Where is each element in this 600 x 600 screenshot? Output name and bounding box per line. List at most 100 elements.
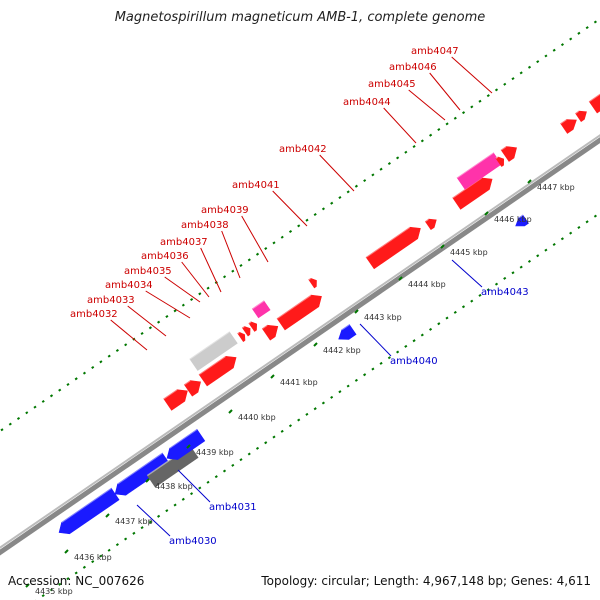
genome-backbone-highlight bbox=[0, 134, 600, 549]
gene-glyph-highlight bbox=[424, 218, 429, 223]
minor-tick bbox=[288, 229, 293, 234]
minor-tick bbox=[321, 401, 325, 405]
minor-tick bbox=[437, 128, 441, 132]
minor-tick bbox=[437, 322, 441, 326]
forward-gene-glyph bbox=[241, 326, 251, 337]
minor-tick bbox=[132, 531, 136, 535]
minor-tick bbox=[354, 184, 358, 188]
gene-label-amb4035[interactable]: amb4035 bbox=[124, 266, 172, 277]
minor-tick bbox=[99, 360, 103, 364]
gene-label-amb4040[interactable]: amb4040 bbox=[390, 356, 438, 367]
minor-tick bbox=[346, 190, 350, 194]
forward-gene-glyph bbox=[560, 119, 577, 134]
minor-tick bbox=[297, 224, 301, 228]
scale-labels: 4435 kbp 4436 kbp 4437 kbp 4438 kbp 4439 kbp… bbox=[25, 179, 575, 596]
gene-glyph-highlight bbox=[500, 145, 507, 151]
gene-glyph-highlight bbox=[189, 331, 230, 360]
reverse-gene-glyph bbox=[166, 428, 206, 460]
major-tick bbox=[25, 583, 30, 588]
gene-label-amb4043[interactable]: amb4043 bbox=[481, 287, 529, 298]
minor-tick bbox=[313, 407, 317, 411]
minor-tick bbox=[404, 344, 408, 348]
minor-tick bbox=[462, 111, 466, 115]
gene-label-amb4047[interactable]: amb4047 bbox=[411, 46, 459, 57]
gene-label-amb4034[interactable]: amb4034 bbox=[105, 280, 153, 291]
minor-tick bbox=[478, 293, 482, 297]
major-tick bbox=[270, 374, 275, 379]
minor-tick bbox=[486, 94, 490, 98]
minor-tick bbox=[569, 231, 573, 235]
gene-glyph-highlight bbox=[169, 428, 198, 449]
gene-glyph-highlight bbox=[560, 118, 567, 125]
major-tick bbox=[354, 309, 359, 314]
minor-tick bbox=[371, 367, 375, 371]
leader-line bbox=[429, 72, 461, 111]
gene-label-amb4032[interactable]: amb4032 bbox=[70, 309, 118, 320]
minor-tick bbox=[115, 543, 119, 547]
minor-tick bbox=[231, 463, 235, 467]
minor-tick bbox=[206, 480, 210, 484]
gene-glyph-highlight bbox=[575, 110, 580, 114]
minor-tick bbox=[486, 288, 490, 292]
scale-label: 4438 kbp bbox=[155, 482, 193, 491]
minor-tick bbox=[527, 65, 532, 69]
scale-label: 4441 kbp bbox=[280, 378, 318, 387]
forward-gene-glyph bbox=[276, 294, 322, 331]
map-title: Magnetospirillum magneticum AMB-1, compl… bbox=[114, 10, 486, 25]
minor-tick bbox=[165, 509, 169, 513]
minor-tick bbox=[544, 248, 548, 252]
gene-label-amb4031[interactable]: amb4031 bbox=[209, 502, 257, 513]
gene-label-amb4041[interactable]: amb4041 bbox=[232, 180, 280, 191]
minor-tick bbox=[181, 497, 185, 501]
minor-tick bbox=[0, 428, 4, 432]
gene-label-amb4036[interactable]: amb4036 bbox=[141, 251, 189, 262]
forward-gene-glyph bbox=[248, 321, 258, 332]
gene-label-amb4045[interactable]: amb4045 bbox=[368, 79, 416, 90]
minor-tick bbox=[511, 271, 515, 275]
minor-tick bbox=[255, 446, 260, 450]
minor-tick bbox=[247, 258, 251, 262]
minor-tick bbox=[264, 246, 268, 251]
genome-backbone bbox=[0, 137, 600, 556]
minor-tick bbox=[536, 254, 540, 258]
minor-tick bbox=[107, 354, 111, 358]
minor-tick bbox=[148, 326, 152, 330]
gene-label-amb4044[interactable]: amb4044 bbox=[343, 97, 391, 108]
gene-label-amb4042[interactable]: amb4042 bbox=[279, 144, 327, 155]
minor-tick bbox=[445, 316, 449, 320]
minor-tick bbox=[82, 565, 86, 569]
minor-tick bbox=[8, 422, 12, 426]
minor-tick bbox=[280, 429, 284, 433]
minor-tick bbox=[593, 214, 597, 218]
minor-tick bbox=[25, 411, 29, 415]
reverse-gene-glyph bbox=[58, 487, 120, 535]
forward-gene-glyph bbox=[163, 389, 188, 411]
gene-label-amb4038[interactable]: amb4038 bbox=[181, 220, 229, 231]
gene-label-amb4037[interactable]: amb4037 bbox=[160, 237, 208, 248]
minor-tick bbox=[165, 314, 169, 319]
minor-tick bbox=[412, 145, 416, 149]
leader-line bbox=[408, 89, 446, 121]
gene-glyph-highlight bbox=[588, 93, 600, 103]
scale-label: 4440 kbp bbox=[238, 413, 276, 422]
gene-glyph-highlight bbox=[276, 294, 312, 319]
gene-label-amb4033[interactable]: amb4033 bbox=[87, 295, 135, 306]
gene-label-amb4039[interactable]: amb4039 bbox=[201, 205, 249, 216]
minor-tick bbox=[82, 371, 86, 375]
minor-tick bbox=[74, 377, 78, 381]
leader-line bbox=[164, 276, 201, 303]
gene-label-amb4046[interactable]: amb4046 bbox=[389, 62, 437, 73]
scale-label: 4437 kbp bbox=[115, 517, 153, 526]
minor-tick bbox=[330, 395, 334, 399]
forward-gene-glyph bbox=[237, 331, 246, 343]
minor-tick bbox=[140, 331, 144, 335]
minor-tick bbox=[288, 424, 292, 428]
reverse-gene-glyph bbox=[338, 324, 357, 340]
gene-label-amb4030[interactable]: amb4030 bbox=[169, 536, 217, 547]
minor-tick bbox=[305, 218, 309, 222]
gene-glyph-highlight bbox=[518, 214, 524, 219]
minor-tick bbox=[16, 416, 21, 420]
forward-gene-glyph bbox=[495, 156, 505, 167]
minor-tick bbox=[272, 435, 276, 439]
forward-gene-glyph bbox=[261, 324, 279, 341]
